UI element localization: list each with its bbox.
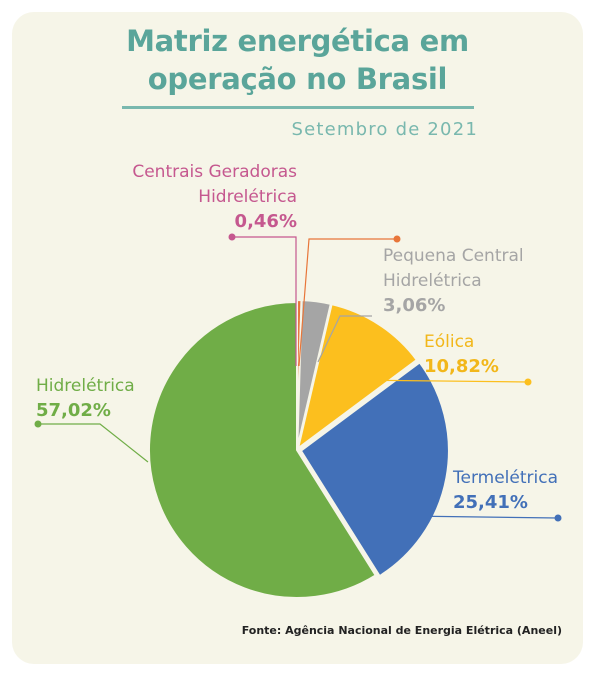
slice-name-2-line-1: Pequena Central <box>383 246 524 266</box>
slice-name-4-line-1: Termelétrica <box>452 468 558 488</box>
slice-name-5-line-1: Hidrelétrica <box>36 376 135 396</box>
slice-name-1-line-2: Hidrelétrica <box>198 187 297 207</box>
source-note: Fonte: Agência Nacional de Energia Elétr… <box>242 624 562 637</box>
leader-dot-6 <box>35 421 42 428</box>
slice-value-label-5: 57,02% <box>36 400 111 421</box>
slice-value-label-3: 10,82% <box>424 356 499 377</box>
slice-value-label-4: 25,41% <box>453 492 528 513</box>
leader-dot-4 <box>525 379 532 386</box>
slice-value-label-1: 0,46% <box>235 211 297 232</box>
leader-line-6 <box>38 424 148 462</box>
leader-dot-5 <box>555 515 562 522</box>
slice-name-3-line-1: Eólica <box>424 332 474 352</box>
slice-name-2-line-2: Hidrelétrica <box>383 271 482 291</box>
leader-dot-2 <box>229 234 236 241</box>
leader-dot-1 <box>394 236 401 243</box>
slice-name-1-line-1: Centrais Geradoras <box>132 162 297 182</box>
slice-value-label-2: 3,06% <box>383 295 445 316</box>
